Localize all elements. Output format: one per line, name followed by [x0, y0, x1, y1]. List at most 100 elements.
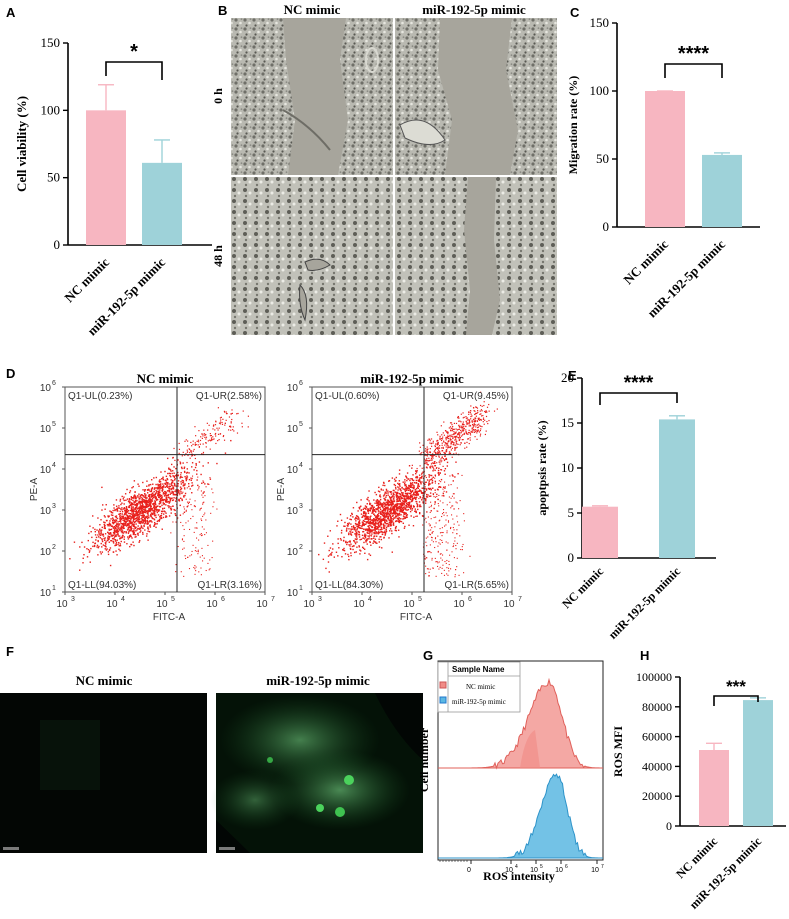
dot [471, 421, 473, 423]
dot [164, 490, 166, 493]
dot [411, 490, 414, 493]
dot [425, 462, 427, 464]
dot [116, 523, 118, 526]
dot [445, 442, 447, 444]
dot [435, 443, 437, 445]
dot [197, 553, 199, 555]
dot [450, 443, 452, 445]
dot [133, 496, 135, 499]
dot [201, 555, 203, 557]
dot [445, 443, 447, 445]
dot [415, 482, 417, 484]
dot [202, 492, 204, 494]
dot [454, 574, 456, 576]
dot [337, 520, 339, 522]
dot [195, 464, 197, 466]
dot [373, 524, 375, 526]
dot [449, 501, 451, 503]
dot [197, 489, 199, 491]
dot [482, 418, 485, 420]
dot [132, 525, 135, 528]
dot [170, 512, 172, 514]
dot [388, 510, 391, 513]
dot [118, 545, 121, 547]
dot [457, 472, 459, 475]
dot [330, 554, 333, 556]
dot [437, 550, 439, 552]
dot [376, 508, 378, 510]
dot [201, 433, 203, 435]
dot [397, 510, 399, 512]
dot [354, 526, 356, 529]
dot [154, 515, 156, 517]
dot [194, 527, 196, 529]
dot [440, 425, 442, 427]
dot [182, 481, 185, 483]
dot [453, 422, 456, 425]
dot [149, 514, 152, 517]
dot [187, 476, 189, 478]
dot [119, 537, 121, 540]
dot [98, 530, 100, 532]
dot [383, 501, 385, 504]
dot [147, 499, 149, 502]
dot [458, 524, 460, 526]
dot [167, 496, 170, 498]
dot [379, 507, 381, 509]
dot [191, 475, 194, 477]
dot [442, 486, 445, 488]
dot [416, 486, 419, 489]
dot [454, 432, 456, 434]
dot [127, 517, 129, 519]
x-tick-label: 10 [591, 867, 599, 874]
dot [409, 489, 411, 491]
dot [175, 497, 178, 499]
dot [472, 424, 474, 426]
dot [158, 520, 160, 522]
dot [160, 471, 162, 473]
dot [157, 490, 160, 493]
dot [111, 525, 113, 527]
dot [69, 558, 71, 560]
dot [156, 499, 158, 501]
dot [138, 515, 140, 517]
dot [121, 536, 123, 538]
dot [409, 496, 412, 499]
dot [392, 514, 394, 517]
dot [145, 496, 147, 498]
dot [137, 495, 139, 497]
dot [402, 511, 404, 513]
dot [389, 498, 392, 500]
dot [183, 540, 185, 542]
dot [360, 505, 362, 507]
dot [397, 514, 399, 516]
x-tick-label: NC mimic [61, 254, 112, 305]
dot [349, 530, 351, 533]
dot [455, 431, 457, 433]
dot [386, 525, 389, 527]
dot [145, 500, 148, 502]
dot [205, 532, 207, 534]
dot [431, 559, 433, 561]
dot [396, 499, 398, 501]
dot [127, 514, 129, 517]
dot [426, 466, 428, 468]
dot [190, 479, 192, 481]
dot [452, 443, 455, 445]
dot [383, 497, 385, 500]
dot [391, 521, 393, 523]
dot [435, 516, 437, 518]
dot [186, 505, 188, 508]
dot [455, 444, 457, 446]
dot [331, 551, 333, 554]
legend-box [437, 661, 521, 713]
dot [496, 408, 498, 410]
dot [212, 436, 214, 438]
dot [170, 483, 172, 485]
dot [440, 439, 443, 442]
dot [393, 496, 395, 498]
y-tick-exponent: 6 [52, 380, 56, 387]
dot [201, 519, 203, 522]
dot [190, 441, 192, 444]
dot [380, 505, 382, 507]
